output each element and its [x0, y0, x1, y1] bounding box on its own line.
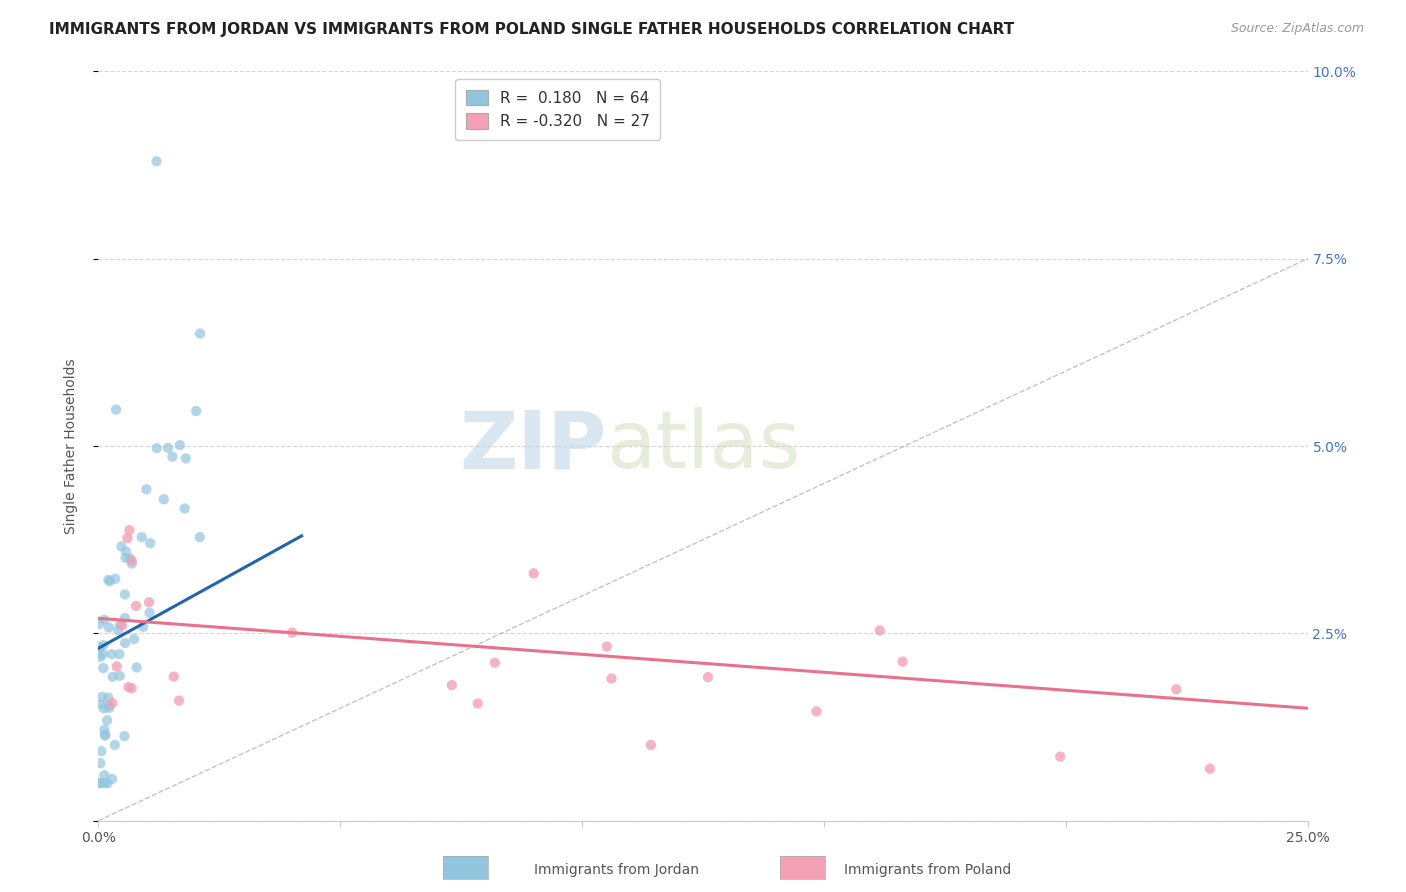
Point	[697, 670, 720, 684]
Point	[114, 587, 136, 601]
Point	[806, 705, 828, 719]
Point	[152, 492, 174, 507]
Point	[91, 690, 114, 704]
Point	[1049, 749, 1071, 764]
Point	[117, 680, 139, 694]
Point	[188, 530, 211, 544]
Point	[1199, 762, 1222, 776]
Point	[89, 640, 111, 655]
Point	[93, 723, 115, 737]
Point	[97, 776, 120, 790]
Point	[108, 669, 131, 683]
Point	[440, 678, 463, 692]
Point	[111, 618, 134, 632]
Point	[163, 670, 186, 684]
Point	[110, 540, 132, 554]
Point	[869, 624, 891, 638]
Point	[93, 701, 115, 715]
Point	[89, 776, 111, 790]
Point	[121, 554, 143, 568]
Point	[98, 574, 121, 589]
Point	[105, 402, 128, 417]
Point	[108, 647, 131, 661]
Point	[145, 154, 167, 169]
Text: ZIP: ZIP	[458, 407, 606, 485]
Text: Immigrants from Jordan: Immigrants from Jordan	[534, 863, 699, 877]
Point	[94, 728, 117, 742]
Point	[125, 660, 148, 674]
Y-axis label: Single Father Households: Single Father Households	[63, 359, 77, 533]
Point	[125, 599, 148, 613]
Point	[89, 617, 111, 632]
Point	[90, 697, 112, 711]
Point	[96, 713, 118, 727]
Point	[117, 531, 139, 545]
Point	[89, 756, 111, 771]
Point	[97, 620, 120, 634]
Text: Source: ZipAtlas.com: Source: ZipAtlas.com	[1230, 22, 1364, 36]
Point	[104, 572, 127, 586]
Point	[467, 697, 489, 711]
Point	[173, 501, 195, 516]
Point	[101, 696, 124, 710]
Point	[891, 655, 914, 669]
Text: Immigrants from Poland: Immigrants from Poland	[844, 863, 1011, 877]
Point	[174, 451, 197, 466]
Point	[167, 693, 190, 707]
Point	[135, 483, 157, 497]
Point	[114, 611, 136, 625]
Point	[640, 738, 662, 752]
Point	[118, 523, 141, 537]
Point	[132, 620, 155, 634]
Point	[114, 636, 136, 650]
Point	[162, 450, 184, 464]
Point	[90, 744, 112, 758]
Point	[93, 638, 115, 652]
Point	[121, 681, 143, 695]
Point	[93, 768, 115, 782]
Point	[97, 690, 120, 705]
Point	[188, 326, 211, 341]
Point	[122, 632, 145, 646]
Point	[94, 776, 117, 790]
Point	[186, 404, 208, 418]
Point	[114, 550, 136, 565]
Point	[107, 624, 129, 638]
Point	[157, 441, 180, 455]
Point	[101, 772, 124, 786]
Point	[146, 441, 169, 455]
Point	[101, 670, 124, 684]
Point	[484, 656, 506, 670]
Point	[131, 530, 153, 544]
Point	[118, 551, 141, 566]
Point	[115, 544, 138, 558]
Text: IMMIGRANTS FROM JORDAN VS IMMIGRANTS FROM POLAND SINGLE FATHER HOUSEHOLDS CORREL: IMMIGRANTS FROM JORDAN VS IMMIGRANTS FRO…	[49, 22, 1015, 37]
Point	[600, 672, 623, 686]
Text: atlas: atlas	[606, 407, 800, 485]
Point	[91, 647, 114, 661]
Point	[108, 618, 131, 632]
Point	[1166, 682, 1188, 697]
Point	[89, 776, 111, 790]
Point	[114, 729, 136, 743]
Point	[596, 640, 619, 654]
Point	[139, 536, 162, 550]
Point	[169, 438, 191, 452]
Point	[121, 557, 143, 571]
Point	[105, 659, 128, 673]
Point	[93, 613, 115, 627]
Point	[93, 661, 115, 675]
Point	[100, 647, 122, 661]
Legend: R =  0.180   N = 64, R = -0.320   N = 27: R = 0.180 N = 64, R = -0.320 N = 27	[456, 79, 661, 140]
Point	[523, 566, 546, 581]
Point	[98, 701, 121, 715]
Point	[89, 650, 111, 665]
Point	[138, 595, 160, 609]
Point	[138, 606, 160, 620]
Point	[281, 625, 304, 640]
Point	[97, 573, 120, 587]
Point	[104, 738, 127, 752]
Point	[94, 729, 117, 743]
Point	[97, 698, 120, 713]
